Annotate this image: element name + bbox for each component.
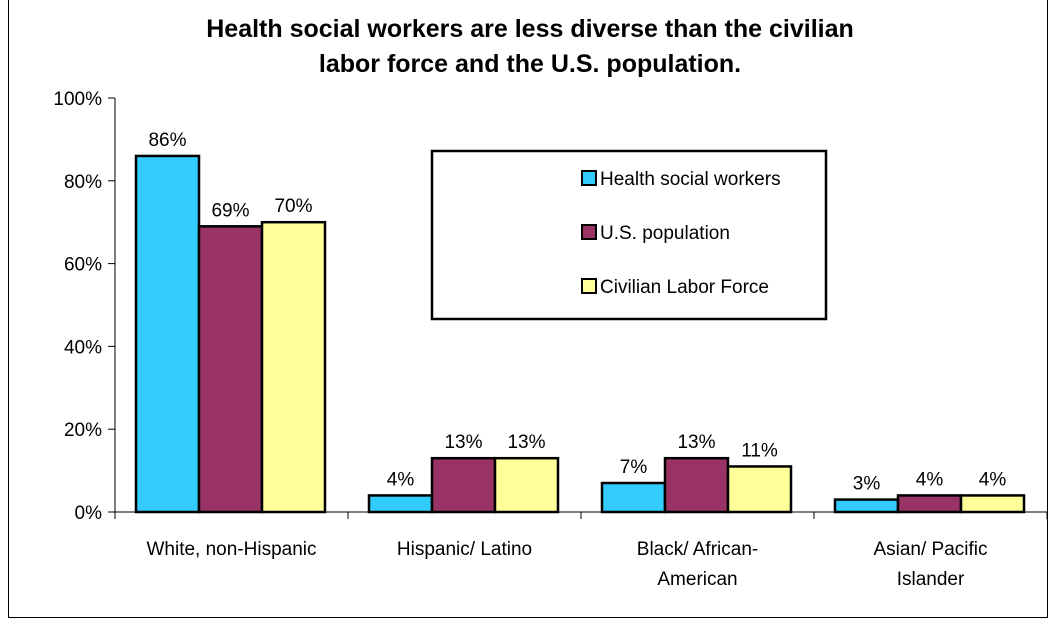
bar [260, 220, 327, 514]
y-tick-label: 40% [64, 337, 102, 358]
bar-value-label: 4% [916, 469, 944, 490]
bar [134, 154, 201, 514]
bar-value-label: 11% [741, 440, 778, 461]
bar [959, 494, 1026, 514]
bar-value-label: 13% [507, 432, 545, 453]
legend-swatch [581, 170, 597, 186]
bar-value-label: 7% [620, 457, 648, 478]
legend-swatch [581, 224, 597, 240]
bar-value-label: 13% [444, 432, 482, 453]
category-label: Black/ African- [637, 539, 758, 560]
bar-value-label: 4% [387, 469, 415, 490]
bar-value-label: 70% [274, 196, 312, 217]
y-tick-label: 20% [64, 420, 102, 441]
y-tick-label: 0% [75, 503, 103, 524]
chart-title: Health social workers are less diverse t… [100, 12, 960, 82]
chart-frame [8, 0, 1048, 618]
category-label: Islander [897, 569, 965, 590]
bar-value-label: 69% [211, 200, 249, 221]
bar [430, 456, 497, 514]
y-tick-label: 60% [64, 255, 102, 276]
category-label: White, non-Hispanic [146, 539, 316, 560]
bar-value-label: 13% [677, 432, 715, 453]
category-label: Hispanic/ Latino [397, 539, 532, 560]
y-tick-label: 100% [53, 89, 102, 110]
bar [367, 494, 434, 514]
bar-value-label: 3% [853, 474, 881, 495]
bar [896, 494, 963, 514]
bar [600, 481, 667, 514]
category-label: Asian/ Pacific [873, 539, 987, 560]
legend-label: Health social workers [600, 169, 781, 190]
category-label: American [657, 569, 737, 590]
bar [726, 465, 793, 514]
legend-label: U.S. population [600, 223, 730, 244]
bar-value-label: 4% [979, 469, 1007, 490]
legend-label: Civilian Labor Force [600, 277, 769, 298]
chart-title-line-1: Health social workers are less diverse t… [206, 15, 854, 43]
legend-swatch [581, 278, 597, 294]
bar-value-label: 86% [148, 130, 186, 151]
y-tick-label: 80% [64, 172, 102, 193]
legend-box [430, 149, 828, 321]
bar [663, 456, 730, 514]
bar [493, 456, 560, 514]
chart-title-line-2: labor force and the U.S. population. [318, 50, 742, 78]
bar [197, 225, 264, 514]
bar [833, 498, 900, 514]
